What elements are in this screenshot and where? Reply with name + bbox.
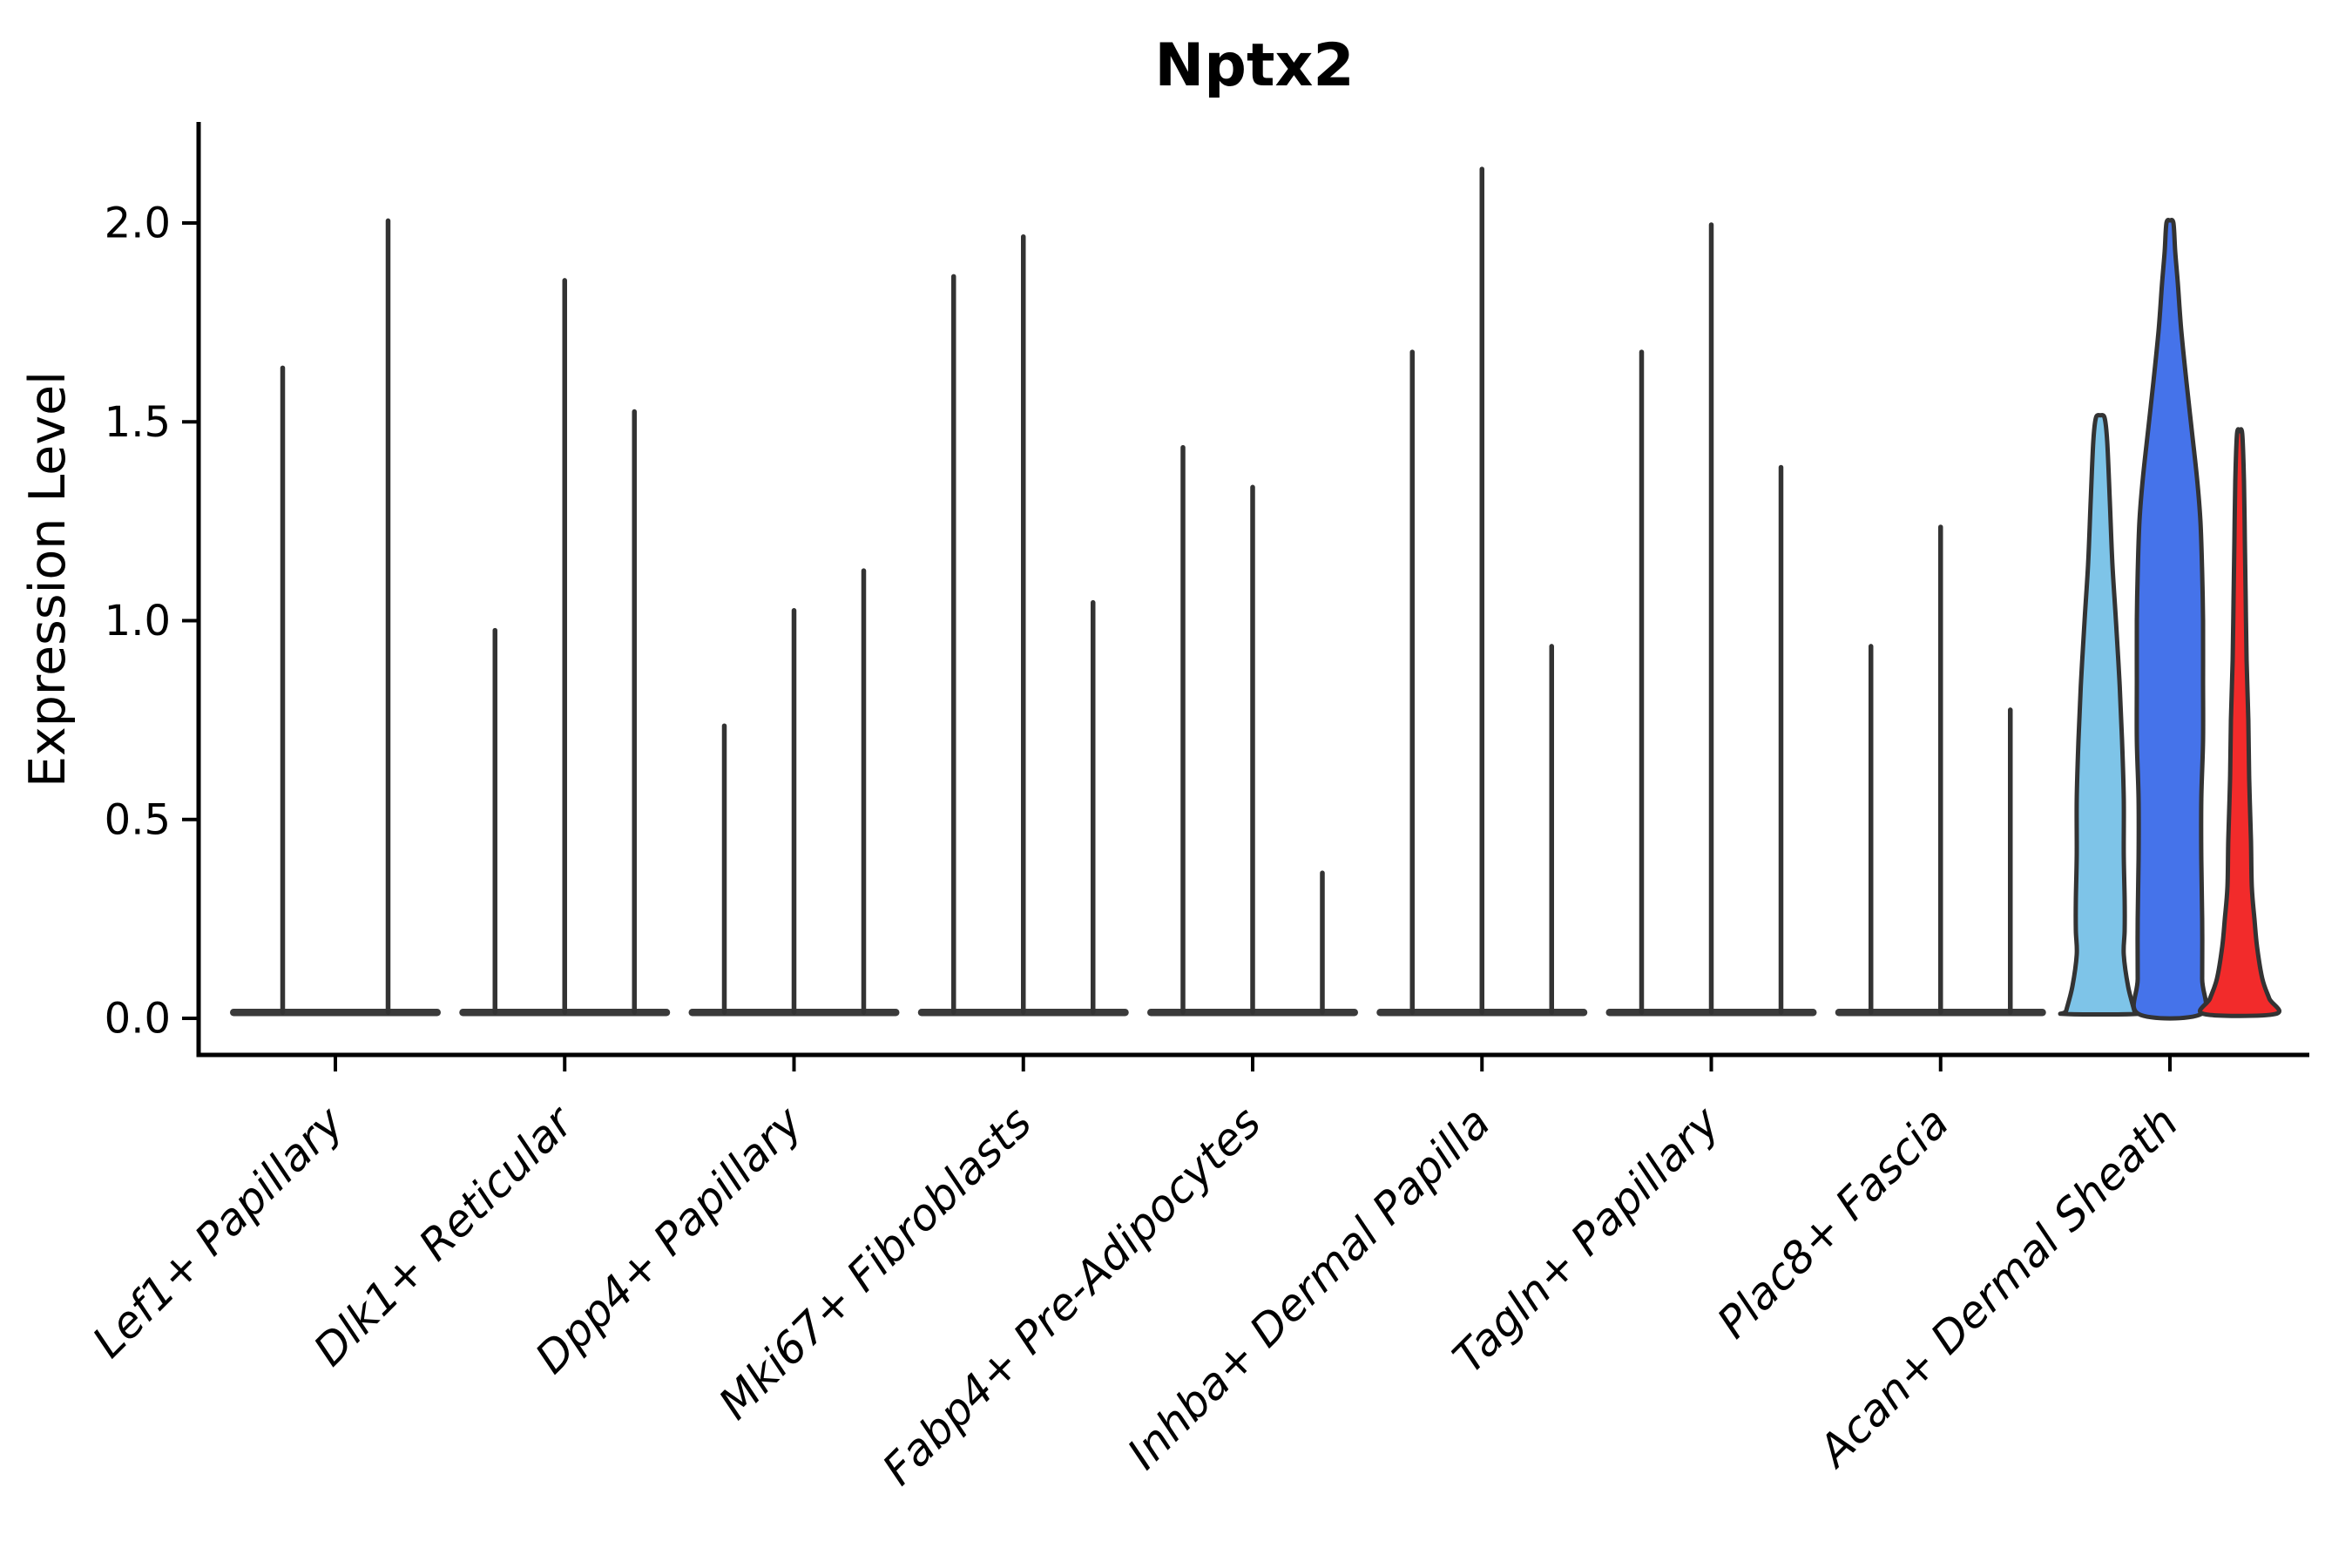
x-tick-label: Acan+ Dermal Sheath: [1808, 1097, 2188, 1477]
y-tick-label: 1.5: [105, 398, 171, 447]
x-tick-label: Inhba+ Dermal Papilla: [1118, 1097, 1499, 1478]
violins-layer: [230, 166, 2282, 1021]
violin: [2058, 412, 2143, 1017]
x-tick-label: Lef1+ Papillary: [83, 1096, 354, 1367]
y-tick-label: 0.5: [105, 795, 171, 844]
y-tick-label: 1.0: [105, 597, 171, 645]
x-tick-label: Fabp4+ Pre-Adipocytes: [873, 1097, 1271, 1495]
x-tick-label: Plac8+ Fascia: [1707, 1097, 1958, 1348]
violin: [2131, 218, 2209, 1021]
axes-layer: [182, 122, 2309, 1071]
violin-baseline: [230, 1009, 441, 1017]
chart-title: Nptx2: [1154, 31, 1354, 100]
y-tick-label: 0.0: [105, 995, 171, 1044]
y-tick-label: 2.0: [105, 199, 171, 248]
violin: [2197, 427, 2282, 1018]
axes-spines: [196, 122, 2309, 1058]
y-axis-label: Expression Level: [19, 371, 77, 787]
